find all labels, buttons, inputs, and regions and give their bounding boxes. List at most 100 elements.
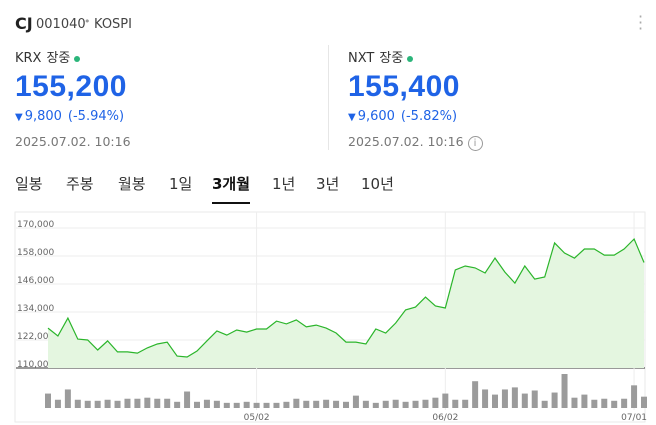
volume-bar [154, 398, 161, 408]
time: 2025.07.02. 10:16 i [348, 134, 483, 151]
volume-bar [382, 400, 389, 408]
volume-bar [333, 400, 340, 408]
y-tick-label: 134,000 [17, 304, 54, 314]
period-tab[interactable]: 3년 [316, 175, 340, 193]
volume-bar [492, 394, 498, 408]
price-line [47, 237, 645, 358]
period-tab[interactable]: 3개월 [212, 173, 251, 204]
volume-bar [631, 385, 638, 408]
volume-bar [352, 395, 359, 408]
exchange-status: KRX 장중 [15, 47, 81, 66]
change-amount: 9,600 [357, 109, 395, 124]
volume-bar [571, 397, 578, 408]
volume-bar [313, 400, 320, 408]
timestamp: 2025.07.02. 10:16 [15, 134, 131, 149]
stock-code: 001040 [36, 17, 86, 32]
volume-bar [223, 402, 230, 408]
volume-bar [343, 401, 349, 408]
volume-bar [551, 392, 558, 408]
y-tick-label: 158,000 [17, 248, 54, 258]
price: 155,200 [15, 70, 127, 103]
info-icon: i [467, 136, 483, 151]
change: ▼ 9,600 (-5.82%) [348, 109, 457, 124]
volume-bar [362, 400, 369, 408]
volume-bar [392, 399, 399, 408]
volume-bar [273, 402, 280, 408]
timestamp: 2025.07.02. 10:16 [348, 134, 464, 149]
volume-bar [184, 391, 191, 408]
volume-bar [482, 389, 489, 408]
volume-bar [164, 398, 171, 408]
more-menu[interactable]: · · · [638, 7, 644, 38]
x-tick-label: 07/01 [621, 413, 647, 423]
separator: • [84, 15, 91, 28]
stock-name: CJ [15, 14, 33, 33]
period-tab[interactable]: 월봉 [118, 175, 146, 193]
period-tab[interactable]: 10년 [361, 175, 394, 193]
volume-bar [323, 399, 330, 408]
volume-bar [511, 387, 518, 408]
change: ▼ 9,800 (-5.94%) [15, 109, 124, 124]
volume-bar [432, 397, 439, 408]
volume-bar [561, 374, 568, 408]
volume-bar [452, 399, 459, 408]
volume-bar [581, 394, 588, 408]
period-tab[interactable]: 일봉 [15, 175, 43, 193]
volume-bar [203, 399, 210, 408]
status: 장중 [379, 51, 404, 66]
volume-bar [94, 400, 101, 408]
volume-bar [253, 402, 260, 408]
volume-bar [54, 399, 61, 408]
volume-bar [233, 402, 240, 408]
status-dot [407, 55, 414, 62]
exchange-status: NXT 장중 [348, 47, 414, 66]
price: 155,400 [348, 70, 460, 103]
change-percent: (-5.94%) [67, 109, 125, 124]
volume-bar [541, 400, 548, 408]
volume-bar [621, 398, 628, 408]
down-arrow: ▼ [15, 112, 23, 123]
period-tab[interactable]: 1년 [272, 175, 296, 193]
y-tick-label: 110,000 [17, 360, 54, 370]
volume-bar [243, 401, 250, 408]
volume-bar [134, 398, 141, 408]
volume-bar [263, 402, 270, 408]
period-tab[interactable]: 주봉 [66, 175, 94, 193]
period-tab[interactable]: 1일 [169, 175, 193, 193]
volume-bar [501, 389, 508, 408]
volume-bar [531, 390, 538, 408]
volume-bar [174, 401, 181, 408]
change-amount: 9,800 [24, 109, 62, 124]
status: 장중 [46, 51, 71, 66]
volume-bar [213, 400, 220, 408]
volume-bar [442, 393, 449, 408]
exchange: NXT [348, 51, 375, 66]
volume-bar [372, 402, 379, 408]
x-tick-label: 05/02 [244, 413, 270, 423]
y-tick-label: 170,000 [17, 220, 54, 230]
volume-bar [114, 400, 121, 408]
volume-bar [412, 400, 419, 408]
volume-bar [402, 401, 409, 408]
volume-bar [591, 399, 598, 408]
chart-frame [14, 211, 646, 423]
volume-bar [611, 400, 618, 408]
time: 2025.07.02. 10:16 [15, 134, 131, 149]
market: KOSPI [94, 17, 132, 32]
volume-bar [641, 396, 647, 408]
volume-bar [84, 400, 91, 408]
volume-bar [64, 389, 71, 408]
down-arrow: ▼ [348, 112, 356, 123]
volume-bar [472, 381, 479, 408]
change-percent: (-5.82%) [400, 109, 458, 124]
volume-bar [283, 401, 290, 408]
volume-bar [124, 398, 131, 408]
volume-bar [303, 400, 310, 408]
volume-bar [422, 399, 429, 408]
x-tick-label: 06/02 [432, 413, 458, 423]
volume-bar [194, 401, 200, 408]
volume-bar [104, 399, 111, 408]
volume-bar [462, 399, 469, 408]
